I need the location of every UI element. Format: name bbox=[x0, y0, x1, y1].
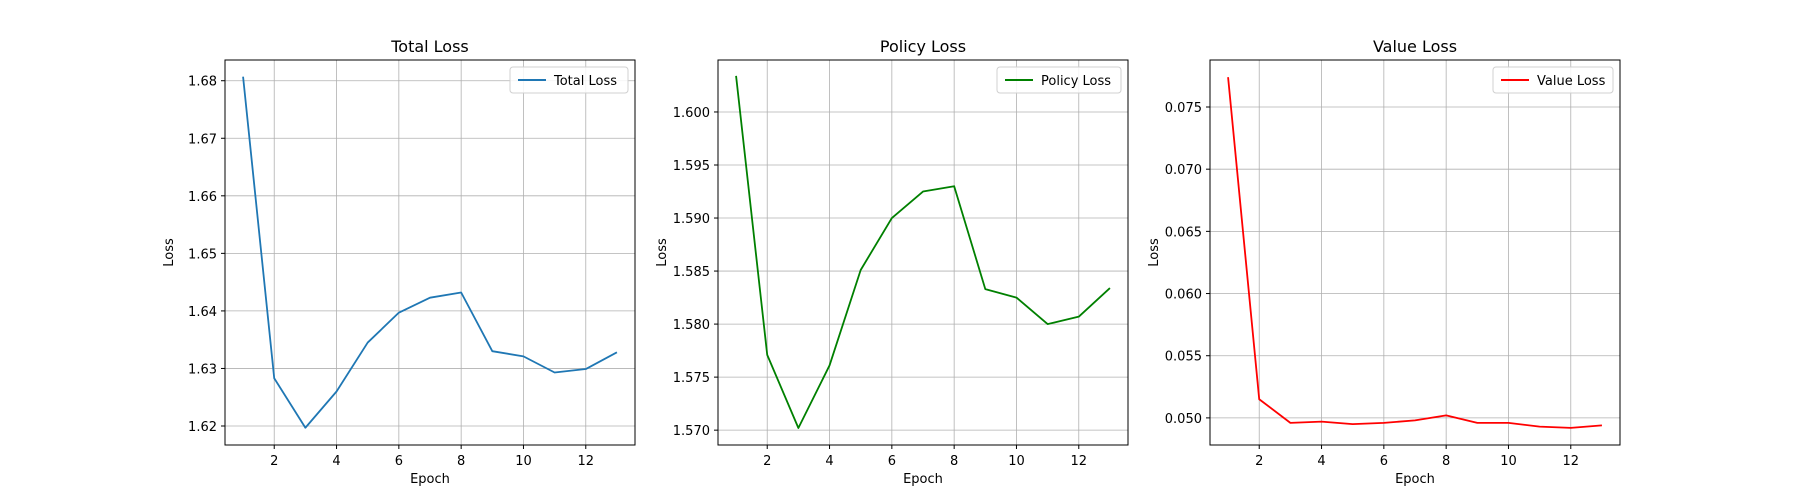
value-loss-panel: 2 4 6 8 10 12 0.050 0.055 0.060 0.065 0.070 0.075 Va… bbox=[1147, 37, 1621, 487]
policy-loss-y-tick-label: 1.570 bbox=[673, 424, 710, 439]
total-loss-x-tick-label: 2 bbox=[270, 454, 278, 469]
total-loss-y-tick-label: 1.67 bbox=[188, 132, 217, 147]
policy-loss-legend: Policy Loss bbox=[996, 66, 1122, 94]
value-loss-y-tick-label: 0.050 bbox=[1165, 412, 1202, 427]
total-loss-x-tick-label: 6 bbox=[395, 454, 403, 469]
total-loss-x-axis-label: Epoch bbox=[410, 472, 450, 487]
total-loss-panel: 2 4 6 8 10 12 1.62 1.63 1.64 1.65 1.66 1.67 1.68 Tota… bbox=[162, 37, 636, 487]
total-loss-legend-box bbox=[509, 66, 629, 94]
total-loss-legend: Total Loss bbox=[509, 66, 629, 94]
total-loss-plot-area bbox=[225, 60, 635, 445]
total-loss-y-tick-label: 1.65 bbox=[188, 247, 217, 262]
total-loss-legend-label: Total Loss bbox=[553, 74, 617, 89]
policy-loss-line bbox=[735, 75, 1111, 429]
policy-loss-plot-area bbox=[718, 60, 1128, 445]
value-loss-y-tick-label: 0.070 bbox=[1165, 163, 1202, 178]
value-loss-y-tick-label: 0.075 bbox=[1165, 101, 1202, 116]
value-loss-axes-frame bbox=[1209, 59, 1621, 446]
total-loss-y-tick-label: 1.63 bbox=[188, 362, 217, 377]
value-loss-y-tick-label: 0.055 bbox=[1165, 350, 1202, 365]
value-loss-x-tick-label: 10 bbox=[1500, 454, 1517, 469]
value-loss-title: Value Loss bbox=[1373, 37, 1457, 56]
total-loss-y-tick-label: 1.62 bbox=[188, 420, 217, 435]
policy-loss-y-tick-label: 1.590 bbox=[673, 212, 710, 227]
total-loss-y-tick-label: 1.66 bbox=[188, 190, 217, 205]
value-loss-x-tick-label: 8 bbox=[1442, 454, 1450, 469]
policy-loss-panel: 2 4 6 8 10 12 1.570 1.575 1.580 1.585 1.590 1.595 1.… bbox=[655, 37, 1129, 487]
policy-loss-y-tick-label: 1.575 bbox=[673, 371, 710, 386]
total-loss-x-tick-label: 12 bbox=[578, 454, 595, 469]
policy-loss-y-tick-label: 1.600 bbox=[673, 106, 710, 121]
value-loss-x-tick-label: 12 bbox=[1563, 454, 1580, 469]
total-loss-y-tick-label: 1.68 bbox=[188, 75, 217, 90]
value-loss-x-axis-label: Epoch bbox=[1395, 472, 1435, 487]
total-loss-x-tick-label: 4 bbox=[332, 454, 340, 469]
total-loss-y-tick-label: 1.64 bbox=[188, 305, 217, 320]
policy-loss-y-tick-label: 1.585 bbox=[673, 265, 710, 280]
value-loss-y-axis-label: Loss bbox=[1147, 238, 1162, 267]
policy-loss-x-tick-label: 6 bbox=[888, 454, 896, 469]
value-loss-legend-label: Value Loss bbox=[1537, 74, 1606, 89]
policy-loss-x-tick-label: 2 bbox=[763, 454, 771, 469]
value-loss-legend: Value Loss bbox=[1492, 66, 1614, 94]
total-loss-x-tick-label: 10 bbox=[515, 454, 532, 469]
value-loss-plot-area bbox=[1210, 60, 1620, 445]
policy-loss-y-axis-label: Loss bbox=[655, 238, 670, 267]
policy-loss-x-tick-label: 10 bbox=[1008, 454, 1025, 469]
total-loss-line bbox=[242, 76, 618, 429]
value-loss-y-tick-label: 0.060 bbox=[1165, 288, 1202, 303]
total-loss-axes-frame bbox=[224, 59, 636, 446]
policy-loss-legend-label: Policy Loss bbox=[1041, 74, 1111, 89]
policy-loss-legend-box bbox=[996, 66, 1122, 94]
value-loss-legend-box bbox=[1492, 66, 1614, 94]
value-loss-line bbox=[1227, 77, 1603, 429]
value-loss-x-tick-label: 6 bbox=[1380, 454, 1388, 469]
total-loss-y-axis-label: Loss bbox=[162, 238, 177, 267]
policy-loss-axes-frame bbox=[717, 59, 1129, 446]
value-loss-y-tick-label: 0.065 bbox=[1165, 225, 1202, 240]
value-loss-x-tick-label: 2 bbox=[1255, 454, 1263, 469]
policy-loss-y-tick-label: 1.595 bbox=[673, 159, 710, 174]
policy-loss-x-axis-label: Epoch bbox=[903, 472, 943, 487]
policy-loss-x-tick-label: 12 bbox=[1071, 454, 1088, 469]
total-loss-x-tick-label: 8 bbox=[457, 454, 465, 469]
policy-loss-x-tick-label: 4 bbox=[825, 454, 833, 469]
policy-loss-x-tick-label: 8 bbox=[950, 454, 958, 469]
policy-loss-y-tick-label: 1.580 bbox=[673, 318, 710, 333]
policy-loss-title: Policy Loss bbox=[880, 37, 966, 56]
value-loss-x-tick-label: 4 bbox=[1317, 454, 1325, 469]
total-loss-title: Total Loss bbox=[390, 37, 469, 56]
